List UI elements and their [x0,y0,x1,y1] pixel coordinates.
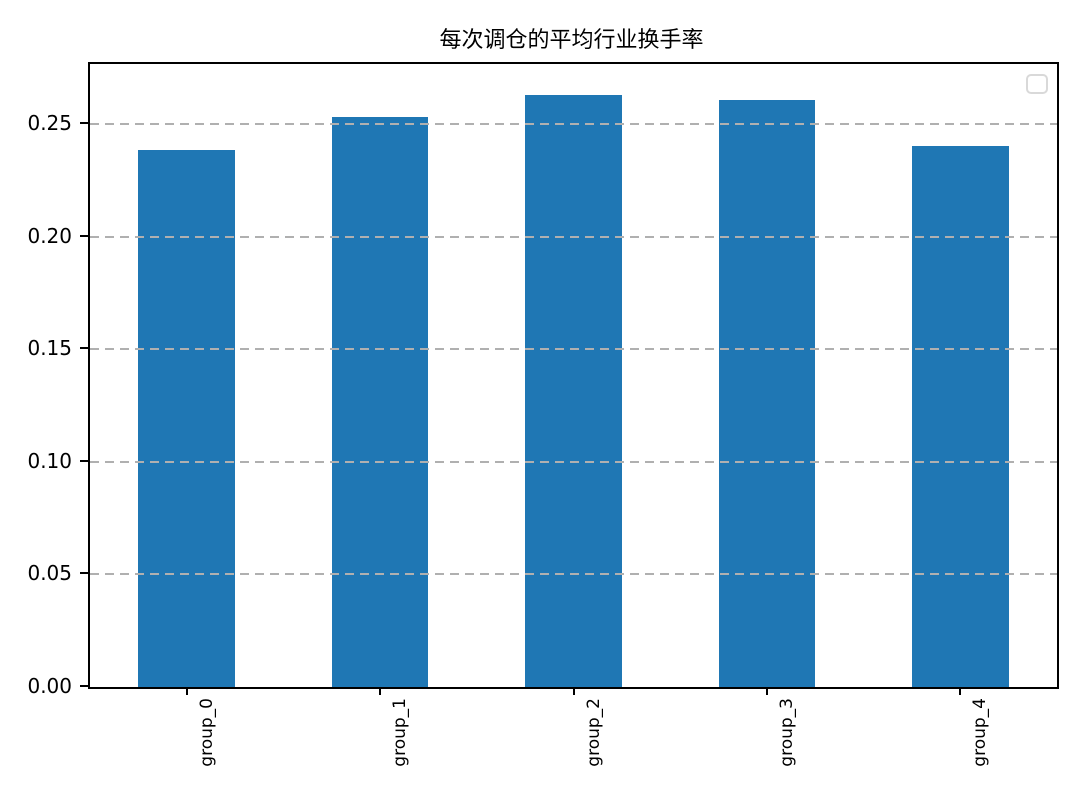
x-tick-mark [765,687,768,695]
x-tick-mark [572,687,575,695]
y-tick-mark [80,572,88,575]
x-tick-label: group_2 [583,698,604,767]
grid-line-y-0.1 [90,460,1057,463]
x-tick-mark [959,687,962,695]
y-tick-label: 0.05 [27,561,72,586]
bar-group_3 [718,100,816,687]
y-tick-mark [80,121,88,124]
grid-line-y-0.25 [90,122,1057,125]
bar-group_1 [331,116,429,687]
y-tick-label: 0.15 [27,336,72,361]
x-tick-mark [379,687,382,695]
y-tick-label: 0.25 [27,110,72,135]
grid-line-y-0.2 [90,235,1057,238]
y-tick-label: 0.20 [27,223,72,248]
y-tick-mark [80,234,88,237]
x-tick-label: group_3 [776,698,797,767]
bar-group_0 [138,149,236,687]
legend-box [1026,74,1048,94]
x-tick-label: group_1 [390,698,411,767]
grid-line-y-0.15 [90,348,1057,351]
y-tick-mark [80,685,88,687]
bar-group_4 [911,146,1009,687]
y-tick-mark [80,347,88,350]
grid-line-y-0.05 [90,573,1057,576]
y-tick-label: 0.10 [27,448,72,473]
y-tick-label: 0.00 [27,674,72,698]
x-tick-mark [185,687,188,695]
x-tick-label: group_0 [196,698,217,767]
plot-area [88,62,1059,689]
bar-group_2 [525,95,622,687]
x-tick-label: group_4 [970,698,991,767]
y-tick-mark [80,459,88,462]
chart-title: 每次调仓的平均行业换手率 [439,28,704,53]
